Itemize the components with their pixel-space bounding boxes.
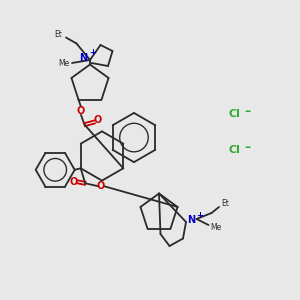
Text: Me: Me <box>58 59 69 68</box>
Text: Cl: Cl <box>228 109 240 119</box>
Text: O: O <box>70 177 78 187</box>
Text: –: – <box>244 140 250 154</box>
Text: +: + <box>89 48 96 57</box>
Text: N: N <box>187 214 196 225</box>
Text: Et: Et <box>55 30 62 39</box>
Text: O: O <box>97 181 105 191</box>
Text: Cl: Cl <box>228 145 240 155</box>
Text: N: N <box>79 53 88 64</box>
Text: +: + <box>196 211 203 220</box>
Text: –: – <box>244 104 250 118</box>
Text: O: O <box>94 115 102 125</box>
Text: O: O <box>77 106 85 116</box>
Text: Me: Me <box>210 223 222 232</box>
Text: Et: Et <box>221 200 229 208</box>
